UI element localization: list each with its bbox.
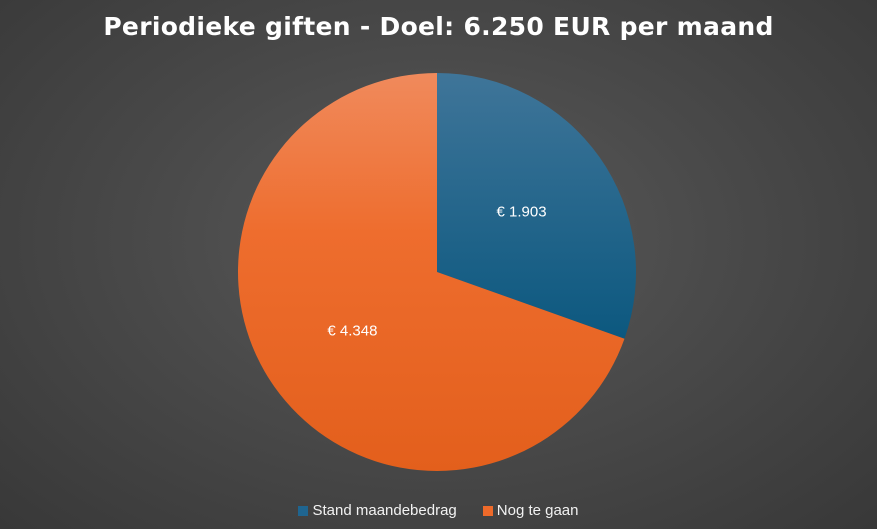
legend-item-stand-maandebedrag: Stand maandebedrag	[298, 502, 457, 519]
legend-swatch-orange	[482, 505, 493, 516]
pie-slice-stand-maandebedrag	[437, 73, 637, 339]
legend-swatch-blue	[298, 505, 309, 516]
data-label: € 1.903	[497, 203, 547, 220]
chart-title: Periodieke giften - Doel: 6.250 EUR per …	[103, 12, 774, 41]
legend-item-nog-te-gaan: Nog te gaan	[482, 502, 579, 519]
pie-slice-nog-te-gaan	[238, 73, 625, 472]
legend: Stand maandebedrag Nog te gaan	[0, 502, 877, 519]
data-label: € 4.348	[327, 323, 377, 340]
legend-label: Stand maandebedrag	[312, 502, 457, 519]
legend-label: Nog te gaan	[496, 502, 579, 519]
